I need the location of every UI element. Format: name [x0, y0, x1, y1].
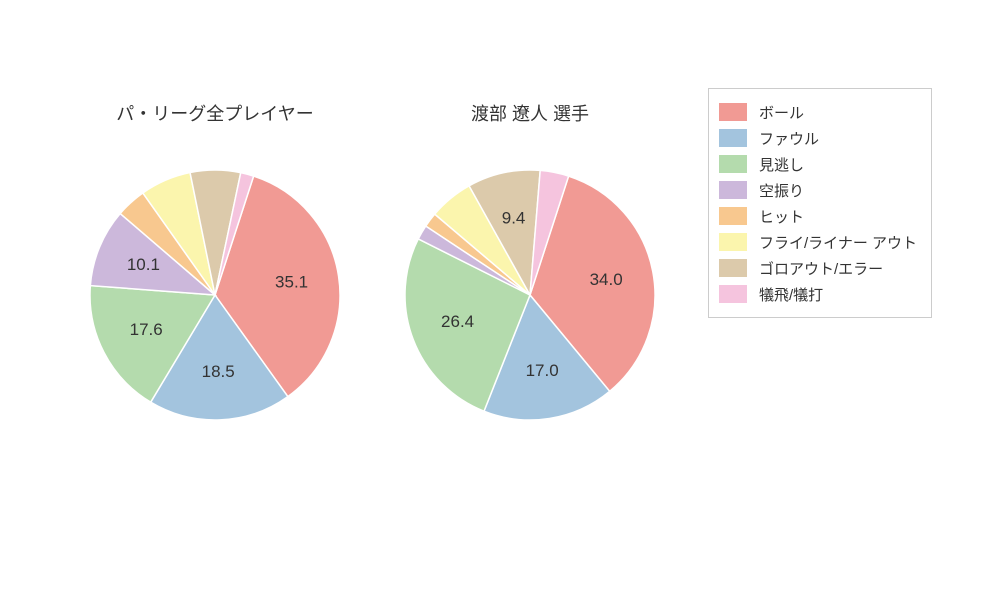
legend-label-ball: ボール [759, 102, 804, 123]
legend-swatch-groundout [719, 259, 747, 277]
slice-label-league-foul: 18.5 [202, 362, 235, 381]
legend-row-foul: ファウル [719, 125, 917, 151]
legend-row-ball: ボール [719, 99, 917, 125]
slice-label-league-look: 17.6 [130, 320, 163, 339]
legend-row-flyout: フライ/ライナー アウト [719, 229, 917, 255]
legend-swatch-swing [719, 181, 747, 199]
slice-label-league-swing: 10.1 [127, 255, 160, 274]
slice-label-league-ball: 35.1 [275, 273, 308, 292]
legend-swatch-look [719, 155, 747, 173]
legend-label-look: 見逃し [759, 154, 804, 175]
legend: ボールファウル見逃し空振りヒットフライ/ライナー アウトゴロアウト/エラー犠飛/… [708, 88, 932, 318]
legend-swatch-flyout [719, 233, 747, 251]
legend-label-flyout: フライ/ライナー アウト [759, 232, 917, 253]
legend-label-groundout: ゴロアウト/エラー [759, 258, 883, 279]
slice-label-player-foul: 17.0 [526, 361, 559, 380]
legend-swatch-hit [719, 207, 747, 225]
legend-label-hit: ヒット [759, 206, 804, 227]
legend-swatch-foul [719, 129, 747, 147]
legend-label-swing: 空振り [759, 180, 804, 201]
legend-swatch-sac [719, 285, 747, 303]
legend-row-sac: 犠飛/犠打 [719, 281, 917, 307]
legend-row-look: 見逃し [719, 151, 917, 177]
legend-swatch-ball [719, 103, 747, 121]
legend-label-sac: 犠飛/犠打 [759, 284, 823, 305]
chart-stage: パ・リーグ全プレイヤー 渡部 遼人 選手 35.1 18.5 17.6 10.1 34.… [0, 0, 1000, 600]
slice-label-player-ball: 34.0 [590, 270, 623, 289]
pie-title-player: 渡部 遼人 選手 [471, 100, 589, 126]
slice-label-player-look: 26.4 [441, 312, 474, 331]
legend-row-swing: 空振り [719, 177, 917, 203]
legend-label-foul: ファウル [759, 128, 819, 149]
legend-row-groundout: ゴロアウト/エラー [719, 255, 917, 281]
slice-label-player-groundout: 9.4 [502, 209, 526, 228]
legend-row-hit: ヒット [719, 203, 917, 229]
pie-title-league: パ・リーグ全プレイヤー [116, 100, 313, 126]
